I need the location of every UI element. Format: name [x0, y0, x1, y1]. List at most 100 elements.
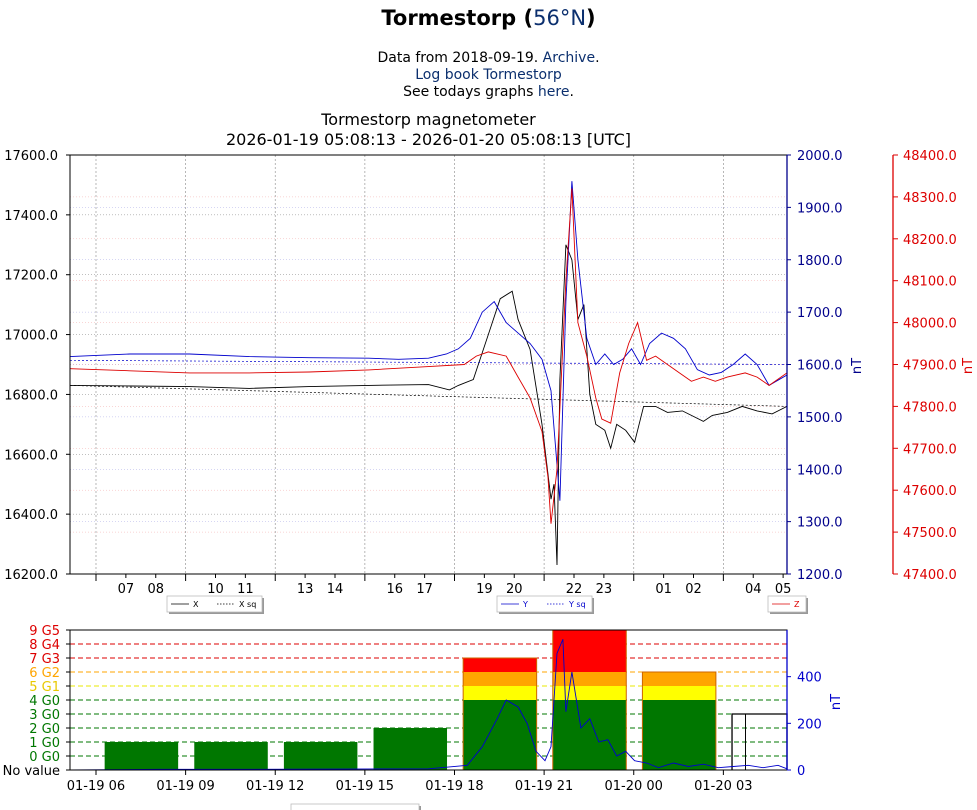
- x-axis-tick-label: 17200.0: [4, 269, 58, 284]
- data-from-text: Data from 2018-09-19.: [377, 50, 539, 66]
- activity-bar-segment: [552, 728, 627, 742]
- x-axis-tick-label: 17000.0: [4, 329, 58, 344]
- x-tick-label: 17: [416, 582, 433, 597]
- graphs-line: See todays graphs here.: [0, 84, 977, 101]
- level-label: 6 G2: [29, 666, 60, 681]
- activity-bar-segment: [463, 658, 537, 672]
- chart-subtitle: 2026-01-19 05:08:13 - 2026-01-20 05:08:1…: [226, 130, 631, 149]
- level-label: 2 G0: [29, 722, 60, 737]
- graphs-link[interactable]: here: [537, 84, 570, 100]
- series-y-sq-line: [69, 359, 788, 365]
- logbook-line: Log book Tormestorp: [0, 67, 977, 84]
- activity-bar-segment: [642, 728, 716, 742]
- legend-box: [166, 595, 263, 613]
- activity-bar-segment: [552, 714, 627, 728]
- legend-entry: X: [193, 600, 199, 609]
- data-from-line: Data from 2018-09-19. Archive.: [0, 50, 977, 67]
- activity-x-tick-label: 01-19 18: [425, 779, 483, 794]
- level-label: 7 G3: [29, 652, 60, 667]
- activity-x-tick-label: 01-19 15: [336, 779, 394, 794]
- y-axis-label: nT: [850, 358, 865, 374]
- x-tick-label: 16: [386, 582, 403, 597]
- activity-right-tick-label: 200: [797, 717, 822, 732]
- activity-bar-segment: [552, 672, 627, 686]
- x-tick-label: 22: [566, 582, 583, 597]
- x-axis-tick-label: 16400.0: [4, 508, 58, 523]
- graphs-text: See todays graphs: [403, 84, 534, 100]
- x-axis-tick-label: 16800.0: [4, 388, 58, 403]
- z-axis-label: nT: [961, 358, 976, 374]
- activity-x-tick-label: 01-20 03: [694, 779, 752, 794]
- x-tick-label: 19: [476, 582, 493, 597]
- level-label: 1 G0: [29, 736, 60, 751]
- activity-bar: [283, 742, 358, 770]
- y-axis-tick-label: 1700.0: [797, 306, 843, 321]
- x-axis-tick-label: 17600.0: [4, 149, 58, 164]
- z-axis-tick-label: 47800.0: [903, 400, 957, 415]
- latitude-open: (: [523, 6, 534, 30]
- legend-box: [496, 595, 593, 613]
- y-axis-tick-label: 1600.0: [797, 359, 843, 374]
- activity-legend-box: [290, 803, 420, 810]
- x-tick-label: 13: [297, 582, 314, 597]
- level-label: 3 G0: [29, 708, 60, 723]
- y-axis-tick-label: 1400.0: [797, 463, 843, 478]
- legend-entry: Y sq: [568, 600, 586, 609]
- x-tick-label: 20: [506, 582, 523, 597]
- page-title: Tormestorp (56°N): [0, 6, 977, 30]
- level-label: 8 G4: [29, 638, 60, 653]
- level-label: No value: [3, 764, 60, 779]
- activity-bar-segment: [104, 742, 179, 770]
- activity-bar-segment: [463, 672, 537, 686]
- z-axis-tick-label: 48300.0: [903, 191, 957, 206]
- level-label: 0 G0: [29, 750, 60, 765]
- z-axis-tick-label: 47600.0: [903, 484, 957, 499]
- x-tick-label: 04: [745, 582, 762, 597]
- activity-bar-segment: [642, 742, 716, 770]
- series-y-line: [69, 181, 788, 501]
- activity-x-tick-label: 01-19 21: [515, 779, 573, 794]
- activity-nt-line: [69, 639, 788, 771]
- activity-right-tick-label: 0: [797, 764, 805, 779]
- station-name: Tormestorp: [381, 6, 517, 30]
- activity-bar-segment: [463, 700, 537, 714]
- activity-bar-segment: [552, 630, 627, 644]
- activity-bar-segment: [463, 742, 537, 770]
- activity-bar-segment: [463, 686, 537, 700]
- activity-bar-segment: [552, 686, 627, 700]
- y-axis-tick-label: 1500.0: [797, 411, 843, 426]
- level-label: 9 G5: [29, 624, 60, 639]
- graphs-suffix: .: [569, 84, 574, 100]
- x-tick-label: 07: [118, 582, 135, 597]
- activity-bar-segment: [552, 742, 627, 770]
- y-axis-tick-label: 2000.0: [797, 149, 843, 164]
- y-axis-tick-label: 1200.0: [797, 568, 843, 583]
- y-axis-tick-label: 1800.0: [797, 254, 843, 269]
- level-label: 4 G0: [29, 694, 60, 709]
- z-axis-tick-label: 48100.0: [903, 275, 957, 290]
- activity-bar: [104, 742, 179, 770]
- activity-right-tick-label: 400: [797, 671, 822, 686]
- activity-bar-segment: [552, 658, 627, 672]
- archive-suffix: .: [595, 50, 600, 66]
- activity-bar: [641, 671, 717, 771]
- activity-bar-segment: [642, 700, 716, 714]
- activity-bar-segment: [642, 672, 716, 686]
- x-tick-label: 01: [655, 582, 672, 597]
- activity-x-tick-label: 01-20 00: [605, 779, 663, 794]
- archive-link[interactable]: Archive: [542, 50, 596, 66]
- activity-bar-segment: [552, 644, 627, 658]
- z-axis-tick-label: 48000.0: [903, 317, 957, 332]
- legend-entry: Z: [794, 600, 800, 609]
- x-tick-label: 11: [237, 582, 254, 597]
- series-z-line: [69, 188, 788, 524]
- x-axis-tick-label: 16600.0: [4, 448, 58, 463]
- activity-x-tick-label: 01-19 06: [67, 779, 125, 794]
- logbook-link[interactable]: Log book Tormestorp: [415, 67, 562, 83]
- activity-bar: [462, 657, 538, 771]
- y-axis-tick-label: 1900.0: [797, 201, 843, 216]
- activity-bar-segment: [194, 742, 268, 770]
- x-tick-label: 08: [147, 582, 164, 597]
- activity-x-tick-label: 01-19 12: [246, 779, 304, 794]
